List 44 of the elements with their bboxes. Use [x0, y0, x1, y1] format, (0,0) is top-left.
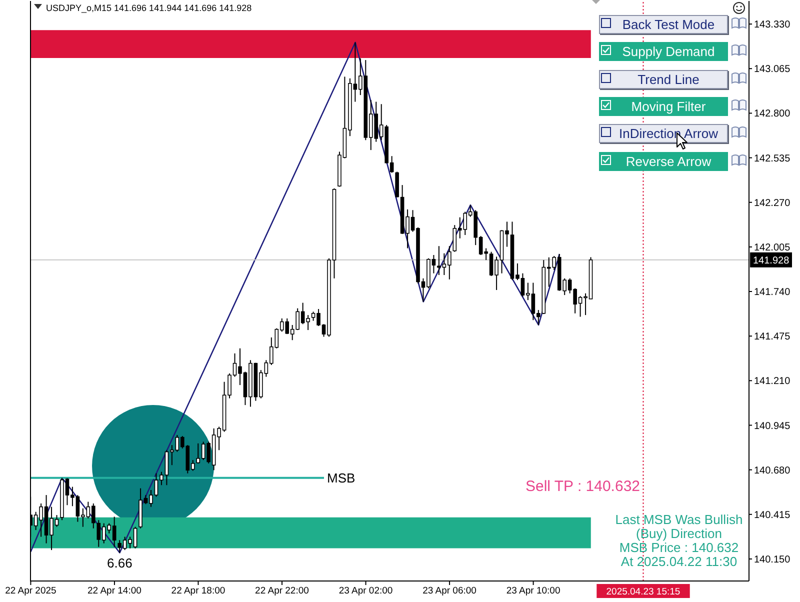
- toggle-button: InDirection Arrow: [599, 124, 728, 143]
- x-tick-label: 22 Apr 18:00: [171, 586, 226, 597]
- chart-title: USDJPY_o,M15 141.696 141.944 141.696 141.928: [46, 3, 252, 13]
- toggle-button: Moving Filter: [599, 97, 728, 116]
- y-tick-label: 140.415: [754, 510, 791, 521]
- y-tick-label: 140.945: [754, 420, 791, 432]
- toggle-button: Trend Line: [599, 70, 728, 89]
- date-tag: 2025.04.23 15:15: [596, 584, 690, 598]
- annotation: 6.66: [107, 556, 132, 571]
- price-tag: 141.928: [750, 252, 792, 268]
- toggle-button: Supply Demand: [599, 42, 728, 61]
- x-tick-label: 22 Apr 14:00: [88, 586, 142, 597]
- x-tick-label: 23 Apr 02:00: [338, 586, 393, 597]
- y-tick-label: 141.475: [754, 332, 791, 343]
- toggle-button: Back Test Mode: [599, 15, 728, 34]
- y-tick-label: 141.740: [754, 287, 791, 298]
- ref-line-label: 2025.04.23 15:15: [606, 586, 680, 598]
- annotation: Moving Filter: [631, 99, 706, 114]
- y-tick-label: 142.535: [754, 153, 791, 164]
- ref-line-label: MSB: [327, 470, 356, 486]
- annotation: At 2025.04.22 11:30: [620, 554, 738, 569]
- annotation: InDirection Arrow: [619, 126, 718, 141]
- y-tick-label: 143.065: [754, 64, 791, 76]
- y-tick-label: 140.680: [754, 465, 791, 476]
- annotation: Trend Line: [638, 72, 700, 87]
- toggle-button: Reverse Arrow: [599, 152, 728, 171]
- annotation: Back Test Mode: [622, 17, 715, 32]
- annotation: Sell TP : 140.632: [525, 478, 640, 495]
- x-tick-label: 23 Apr 06:00: [422, 586, 476, 597]
- y-tick-label: 142.270: [754, 198, 791, 209]
- y-tick-label: 142.800: [754, 108, 791, 120]
- ref-line-label: 141.928: [753, 255, 790, 266]
- annotation: Supply Demand: [622, 44, 715, 59]
- y-tick-label: 143.330: [754, 20, 791, 31]
- x-tick-label: 23 Apr 10:00: [506, 586, 560, 597]
- annotation: Last MSB Was Bullish: [615, 512, 743, 527]
- y-tick-label: 140.150: [754, 554, 791, 566]
- y-tick-label: 142.005: [754, 242, 791, 254]
- x-tick-label: 22 Apr 2025: [5, 586, 56, 597]
- annotation: Reverse Arrow: [626, 154, 712, 169]
- x-tick-label: 22 Apr 22:00: [255, 586, 309, 597]
- y-tick-label: 141.210: [754, 376, 791, 388]
- annotation: (Buy) Direction: [636, 526, 722, 541]
- annotation: MSB Price : 140.632: [619, 540, 739, 555]
